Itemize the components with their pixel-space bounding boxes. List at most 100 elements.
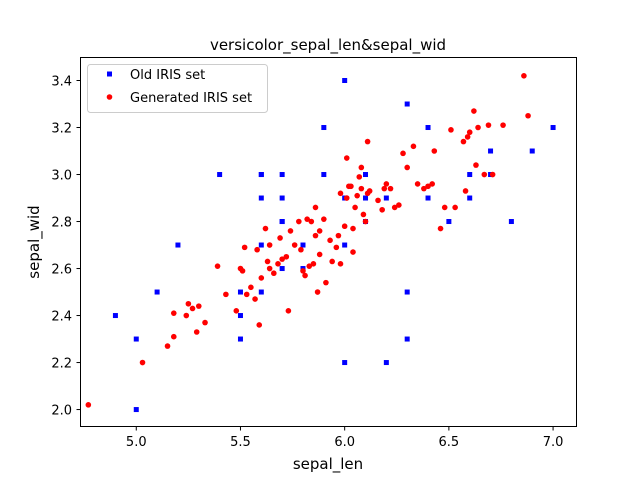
legend-label-generated-iris: Generated IRIS set bbox=[130, 91, 252, 106]
series-1-point-3 bbox=[170, 333, 177, 340]
legend-marker-generated-iris bbox=[106, 94, 113, 100]
series-1-point-83 bbox=[421, 185, 427, 192]
series-1-point-95 bbox=[471, 108, 477, 114]
series-0-point-22 bbox=[404, 289, 410, 295]
series-1-point-64 bbox=[356, 174, 363, 180]
series-0-point-13 bbox=[363, 195, 369, 201]
series-0-point-15 bbox=[488, 148, 494, 154]
series-0-point-24 bbox=[467, 172, 473, 178]
series-1-point-19 bbox=[252, 296, 258, 302]
series-0-point-7 bbox=[112, 313, 118, 319]
series-0-point-36 bbox=[363, 172, 369, 178]
series-1-point-46 bbox=[316, 251, 323, 258]
series-1-point-77 bbox=[391, 204, 398, 211]
x-tick-label: 6.5 bbox=[439, 435, 460, 450]
series-0-point-40 bbox=[279, 172, 285, 178]
series-1-point-7 bbox=[189, 305, 196, 312]
series-1-point-8 bbox=[195, 303, 202, 309]
series-1-point-91 bbox=[460, 138, 467, 145]
y-tick-label: 2.4 bbox=[51, 310, 72, 325]
series-1-point-35 bbox=[296, 218, 302, 225]
series-1-point-17 bbox=[243, 291, 250, 298]
y-tick-label: 2.2 bbox=[51, 357, 72, 372]
series-1-point-30 bbox=[279, 256, 285, 262]
series-1-point-98 bbox=[481, 171, 488, 178]
series-1-point-59 bbox=[348, 183, 354, 190]
series-0-point-12 bbox=[342, 360, 348, 366]
series-0-point-31 bbox=[217, 172, 223, 178]
series-1-point-10 bbox=[202, 319, 208, 326]
series-1-point-66 bbox=[358, 164, 365, 171]
series-1-point-41 bbox=[308, 218, 315, 225]
x-axis: 5.0 5.5 6.0 6.5 7.0 bbox=[126, 426, 564, 450]
series-1-point-16 bbox=[241, 244, 248, 251]
series-1-point-71 bbox=[366, 188, 373, 194]
series-1-point-12 bbox=[223, 291, 229, 298]
series-0-point-2 bbox=[529, 148, 535, 154]
series-0-point-39 bbox=[258, 242, 264, 248]
series-1-point-15 bbox=[239, 268, 246, 274]
series-1-point-0 bbox=[85, 402, 92, 408]
series-1-point-97 bbox=[475, 124, 481, 131]
y-tick-label: 2.6 bbox=[51, 263, 72, 278]
chart-title: versicolor_sepal_len&sepal_wid bbox=[210, 36, 446, 55]
series-1-point-11 bbox=[214, 263, 221, 269]
series-1-point-93 bbox=[464, 134, 471, 140]
series-1-point-21 bbox=[256, 322, 263, 328]
series-1-point-22 bbox=[258, 275, 265, 281]
series-1-point-34 bbox=[291, 242, 298, 248]
y-tick-label: 2.0 bbox=[51, 404, 72, 419]
series-1-point-38 bbox=[302, 272, 308, 279]
series-1-point-18 bbox=[248, 284, 254, 291]
y-tick-label: 2.8 bbox=[51, 216, 72, 231]
plot-points bbox=[85, 73, 556, 413]
series-1-point-45 bbox=[314, 289, 321, 295]
series-1-point-1 bbox=[139, 359, 146, 366]
legend-label-old-iris: Old IRIS set bbox=[130, 68, 205, 83]
series-1-point-76 bbox=[387, 185, 394, 192]
y-tick-label: 3.2 bbox=[51, 122, 72, 137]
series-1-point-42 bbox=[310, 261, 317, 267]
series-0-point-44 bbox=[279, 219, 285, 225]
series-1-point-89 bbox=[448, 127, 454, 133]
legend-box bbox=[87, 64, 268, 113]
x-tick-label: 5.5 bbox=[230, 435, 251, 450]
series-1-point-54 bbox=[337, 261, 344, 267]
series-1-point-49 bbox=[323, 279, 329, 286]
x-tick-label: 7.0 bbox=[543, 435, 564, 450]
legend: Old IRIS set Generated IRIS set bbox=[87, 64, 268, 113]
series-1-point-23 bbox=[262, 225, 269, 232]
series-0-point-10 bbox=[133, 407, 139, 413]
series-1-point-51 bbox=[329, 258, 335, 265]
series-1-point-9 bbox=[193, 329, 200, 335]
series-1-point-56 bbox=[341, 223, 348, 230]
series-1-point-79 bbox=[400, 150, 406, 157]
series-0-point-35 bbox=[237, 289, 243, 295]
y-axis: 2.0 2.2 2.4 2.6 2.8 3.0 3.2 3.4 bbox=[51, 75, 81, 419]
series-1-point-103 bbox=[525, 112, 531, 119]
series-1-point-74 bbox=[381, 185, 388, 192]
y-axis-label: sepal_wid bbox=[25, 205, 44, 278]
series-1-point-20 bbox=[254, 246, 260, 253]
series-1-point-73 bbox=[379, 206, 385, 213]
series-0-point-3 bbox=[237, 336, 243, 342]
series-1-point-87 bbox=[437, 225, 444, 232]
series-1-point-67 bbox=[360, 211, 367, 218]
series-1-point-6 bbox=[185, 300, 192, 307]
series-1-point-39 bbox=[304, 216, 310, 222]
y-tick-label: 3.4 bbox=[51, 75, 72, 90]
series-0-point-17 bbox=[300, 242, 306, 248]
series-1-point-40 bbox=[306, 263, 313, 269]
series-0-point-18 bbox=[383, 360, 389, 366]
series-1-point-90 bbox=[452, 204, 458, 211]
series-0-point-28 bbox=[279, 266, 285, 272]
series-1-point-85 bbox=[429, 181, 436, 187]
series-1-point-53 bbox=[335, 232, 342, 239]
y-tick-label: 3.0 bbox=[51, 169, 72, 184]
series-1-point-104 bbox=[343, 155, 350, 161]
series-1-point-37 bbox=[300, 268, 306, 274]
series-1-point-99 bbox=[485, 122, 492, 128]
plot-area-frame bbox=[80, 57, 577, 427]
series-0-point-43 bbox=[154, 289, 160, 295]
series-1-point-26 bbox=[266, 265, 273, 272]
